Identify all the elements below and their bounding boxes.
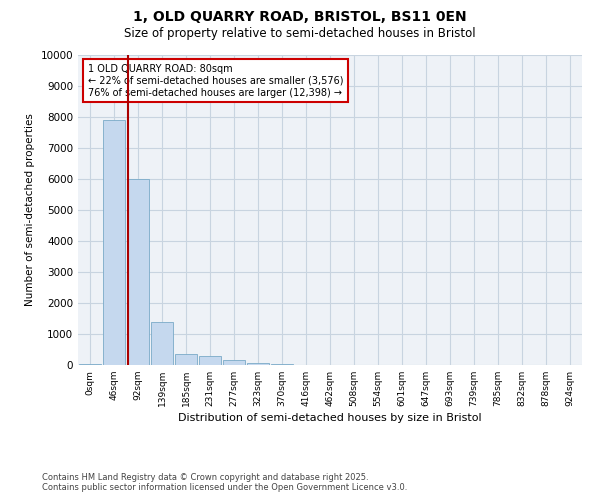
Y-axis label: Number of semi-detached properties: Number of semi-detached properties <box>25 114 35 306</box>
Bar <box>223 360 245 365</box>
Bar <box>271 364 293 365</box>
X-axis label: Distribution of semi-detached houses by size in Bristol: Distribution of semi-detached houses by … <box>178 413 482 423</box>
Bar <box>151 322 173 365</box>
Bar <box>199 356 221 365</box>
Bar <box>127 179 149 365</box>
Text: 1, OLD QUARRY ROAD, BRISTOL, BS11 0EN: 1, OLD QUARRY ROAD, BRISTOL, BS11 0EN <box>133 10 467 24</box>
Text: Contains HM Land Registry data © Crown copyright and database right 2025.
Contai: Contains HM Land Registry data © Crown c… <box>42 473 407 492</box>
Bar <box>79 364 101 365</box>
Text: 1 OLD QUARRY ROAD: 80sqm
← 22% of semi-detached houses are smaller (3,576)
76% o: 1 OLD QUARRY ROAD: 80sqm ← 22% of semi-d… <box>88 64 344 98</box>
Bar <box>247 363 269 365</box>
Bar <box>103 120 125 365</box>
Bar <box>175 354 197 365</box>
Text: Size of property relative to semi-detached houses in Bristol: Size of property relative to semi-detach… <box>124 28 476 40</box>
